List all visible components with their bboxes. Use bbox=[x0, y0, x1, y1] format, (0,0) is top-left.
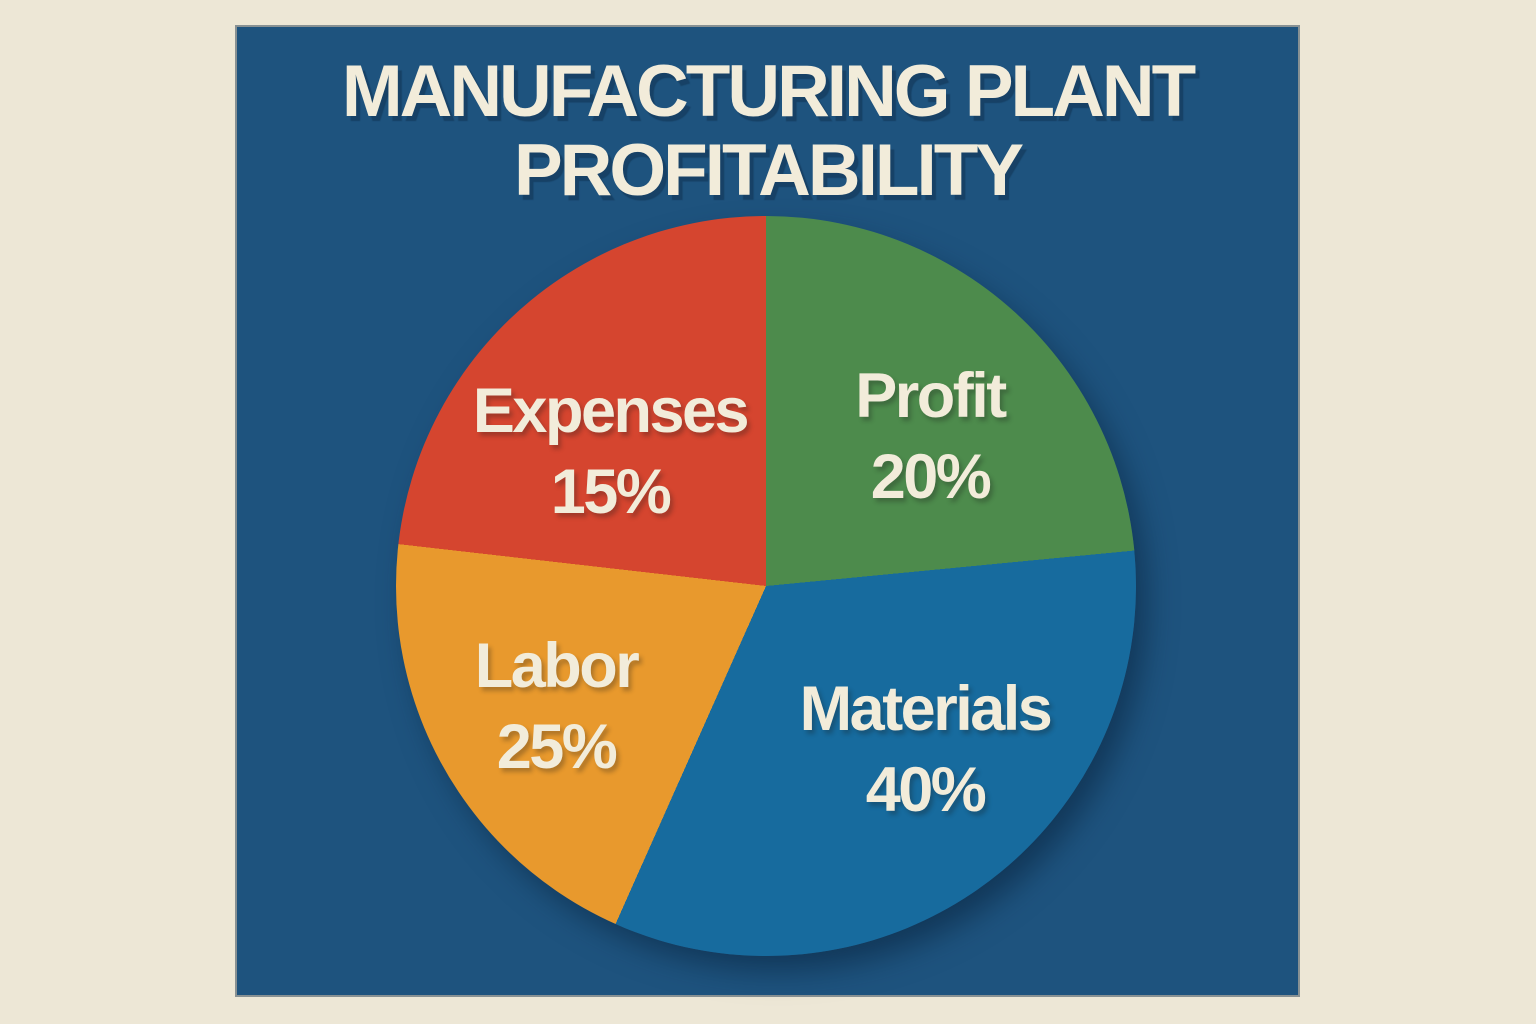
pie-label-labor: Labor 25% bbox=[474, 626, 640, 788]
pie-label-expenses-name: Expenses bbox=[472, 376, 750, 446]
pie-label-expenses: Expenses 15% bbox=[472, 371, 750, 533]
pie-label-expenses-value: 15% bbox=[550, 457, 672, 527]
pie-label-profit: Profit 20% bbox=[855, 356, 1007, 518]
pie-chart bbox=[396, 216, 1136, 956]
pie-label-profit-name: Profit bbox=[855, 361, 1007, 431]
chart-title: MANUFACTURING PLANT PROFITABILITY bbox=[237, 52, 1298, 210]
pie-label-materials-name: Materials bbox=[799, 674, 1053, 744]
pie-label-materials-value: 40% bbox=[865, 755, 987, 825]
chart-panel: MANUFACTURING PLANT PROFITABILITY Profit 2… bbox=[237, 27, 1298, 995]
pie-label-labor-name: Labor bbox=[474, 631, 640, 701]
pie-label-materials: Materials 40% bbox=[799, 669, 1053, 831]
title-line-2: PROFITABILITY bbox=[513, 130, 1024, 211]
title-line-1: MANUFACTURING PLANT bbox=[341, 51, 1196, 132]
pie-label-profit-value: 20% bbox=[870, 442, 992, 512]
pie-label-labor-value: 25% bbox=[496, 712, 618, 782]
